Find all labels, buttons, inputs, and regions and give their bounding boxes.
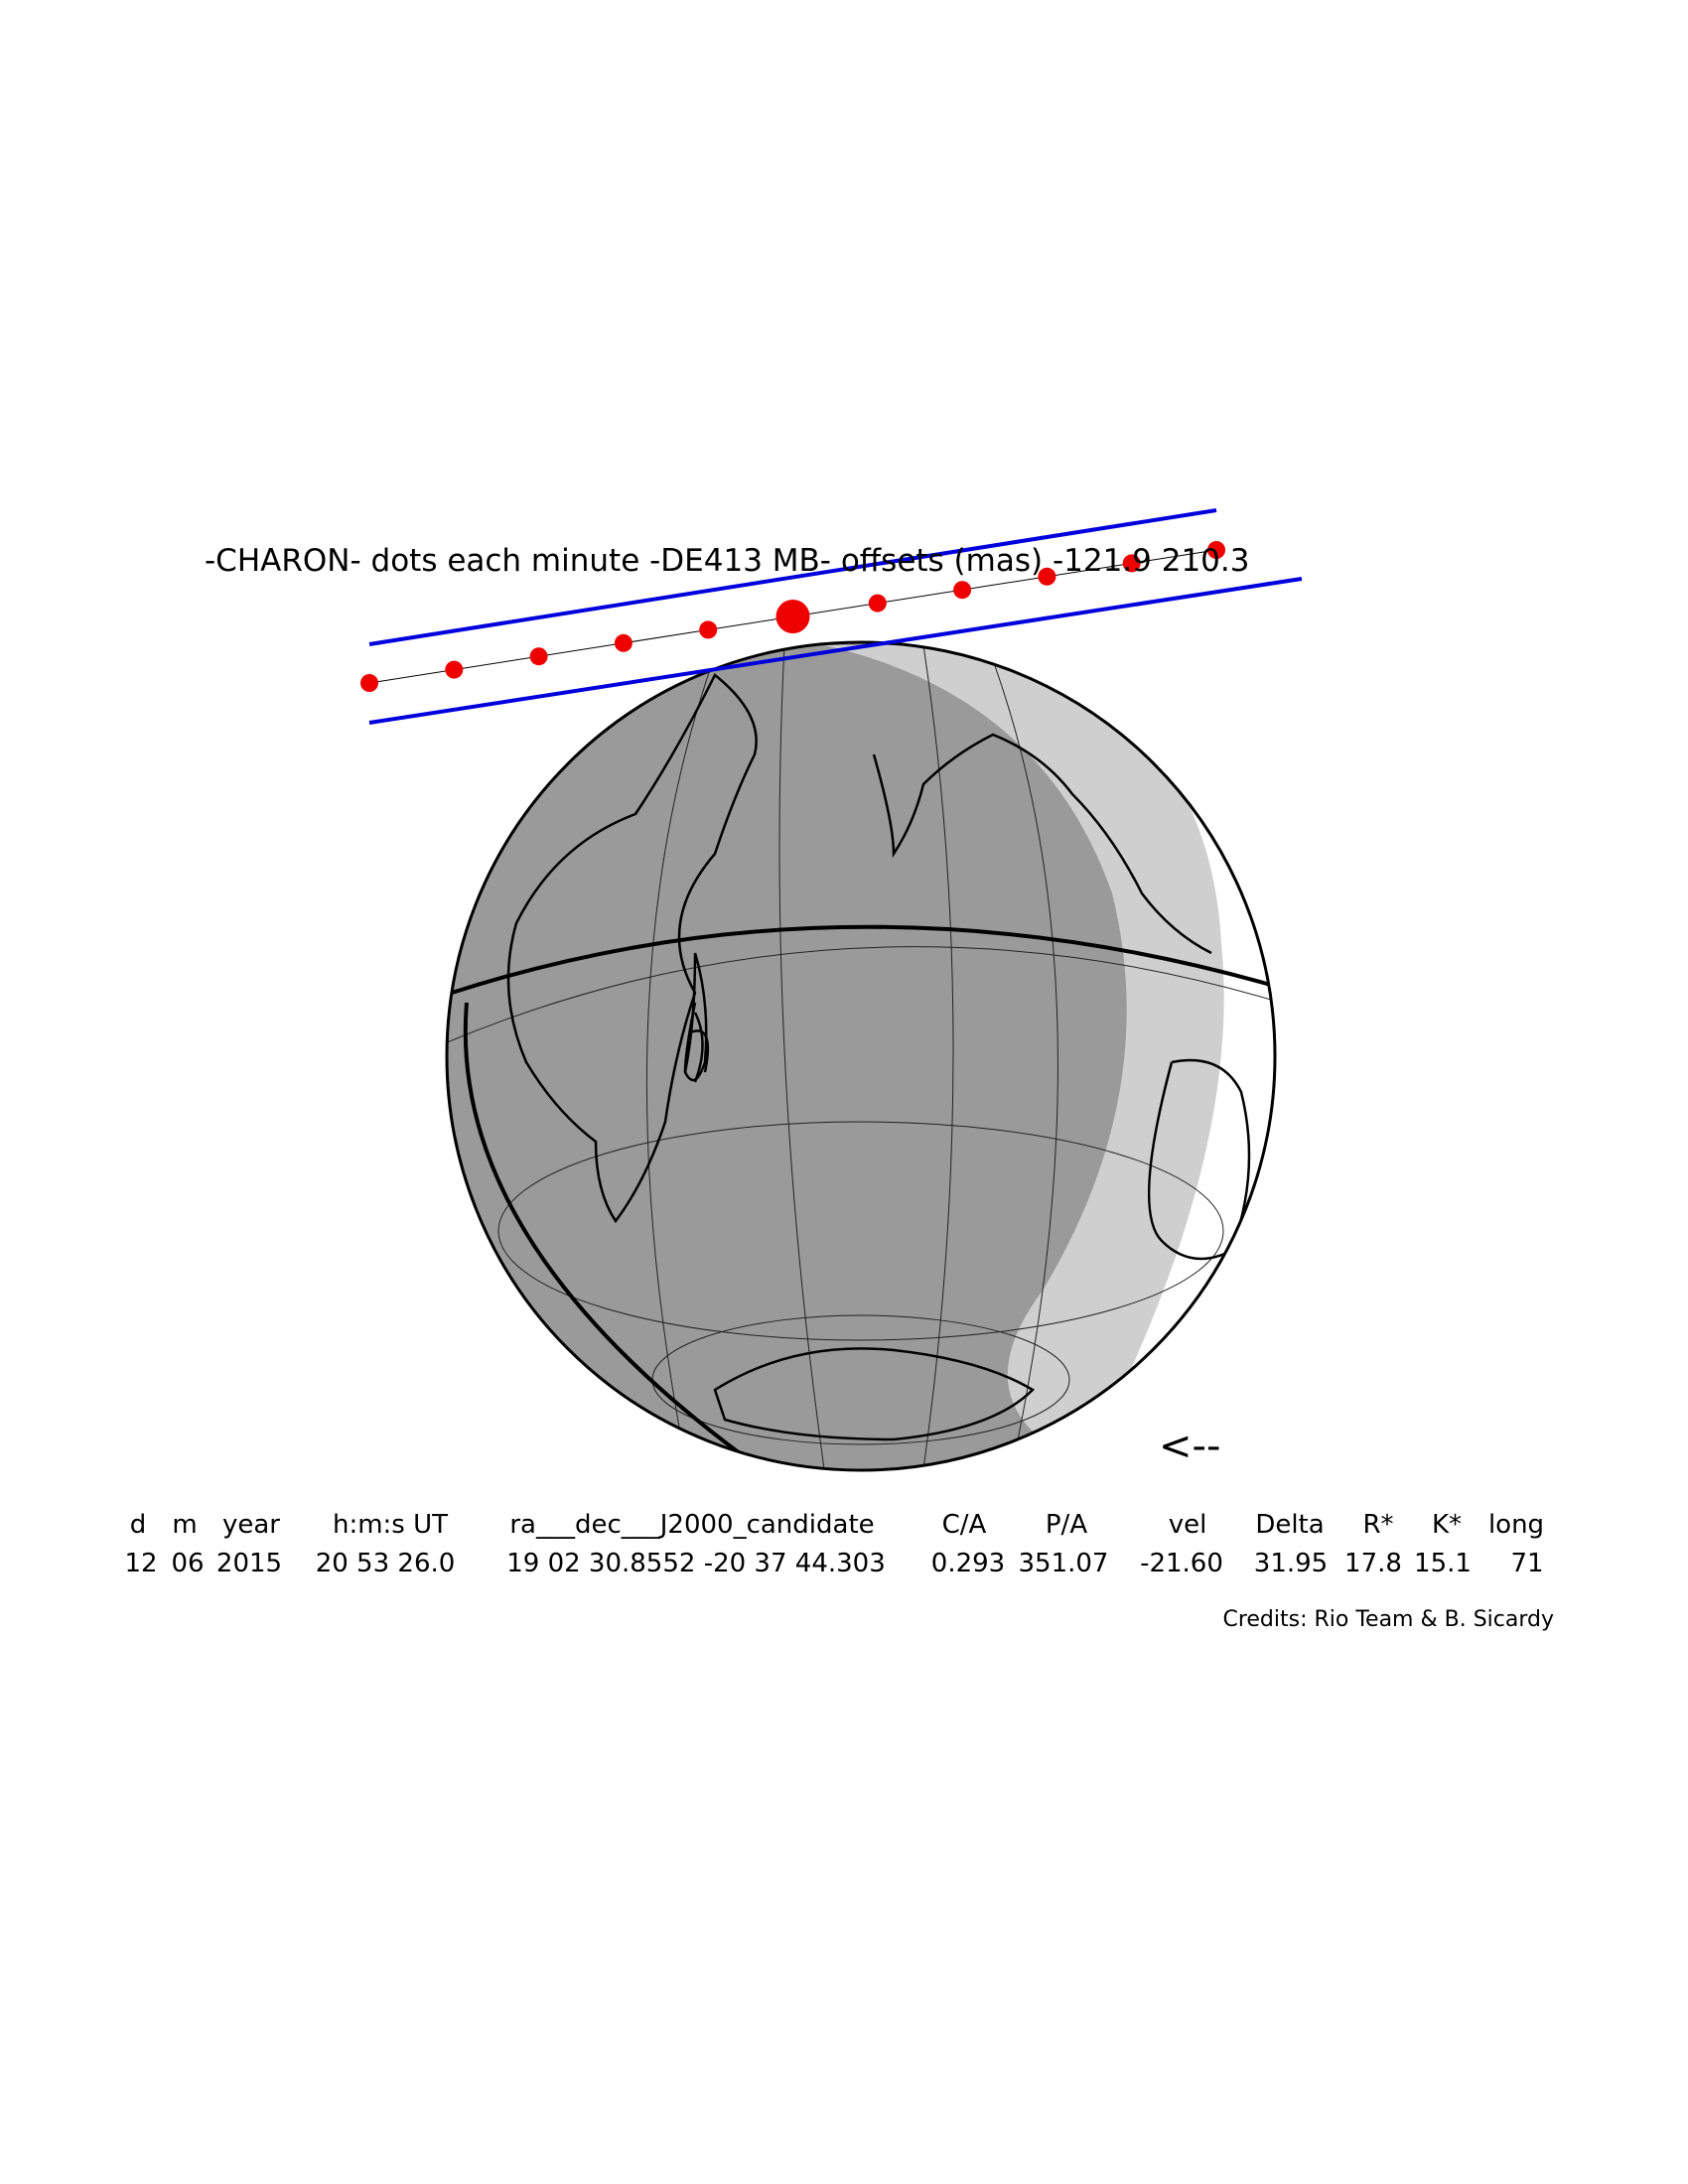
column-header: ra___dec___J2000_candidate [509, 1510, 874, 1540]
column-header: Delta [1255, 1510, 1324, 1540]
globe [445, 640, 1277, 1472]
column-header: R* [1362, 1510, 1393, 1540]
minute-dot [775, 600, 810, 633]
minute-dot [445, 660, 464, 679]
column-value: 31.95 [1254, 1549, 1328, 1578]
column-value: 20 53 26.0 [316, 1549, 456, 1578]
direction-arrow: <-- [1159, 1424, 1220, 1469]
minute-dot [1207, 541, 1225, 559]
minute-dot [614, 633, 633, 652]
column-header: h:m:s UT [333, 1510, 448, 1540]
minute-dot [360, 674, 378, 692]
minute-dot [953, 581, 972, 600]
column-value: 19 02 30.8552 -20 37 44.303 [506, 1549, 886, 1578]
column-value: -21.60 [1140, 1549, 1223, 1578]
column-header: m [172, 1510, 197, 1540]
title: -CHARON- dots each minute -DE413 MB- off… [205, 543, 1249, 579]
column-value: 351.07 [1019, 1549, 1109, 1578]
column-value: 0.293 [931, 1549, 1005, 1578]
minute-dot [529, 647, 548, 666]
column-value: 12 [124, 1549, 157, 1578]
minute-dot [699, 620, 718, 639]
column-value: 06 [171, 1549, 204, 1578]
column-header: C/A [942, 1510, 987, 1540]
column-header: K* [1432, 1510, 1462, 1540]
column-value: 71 [1510, 1549, 1543, 1578]
minute-dot [868, 594, 887, 613]
column-header: P/A [1046, 1510, 1087, 1540]
column-value: 2015 [216, 1549, 282, 1578]
credits: Credits: Rio Team & B. Sicardy [1222, 1607, 1554, 1632]
column-header: vel [1169, 1510, 1207, 1540]
minute-dot [1122, 554, 1141, 573]
column-header: long [1488, 1510, 1544, 1540]
column-value: 15.1 [1414, 1549, 1472, 1578]
minute-dot [1038, 567, 1056, 586]
column-header: year [222, 1510, 280, 1540]
shadow-path [360, 508, 1303, 725]
column-value: 17.8 [1344, 1549, 1402, 1578]
column-header: d [130, 1510, 147, 1540]
